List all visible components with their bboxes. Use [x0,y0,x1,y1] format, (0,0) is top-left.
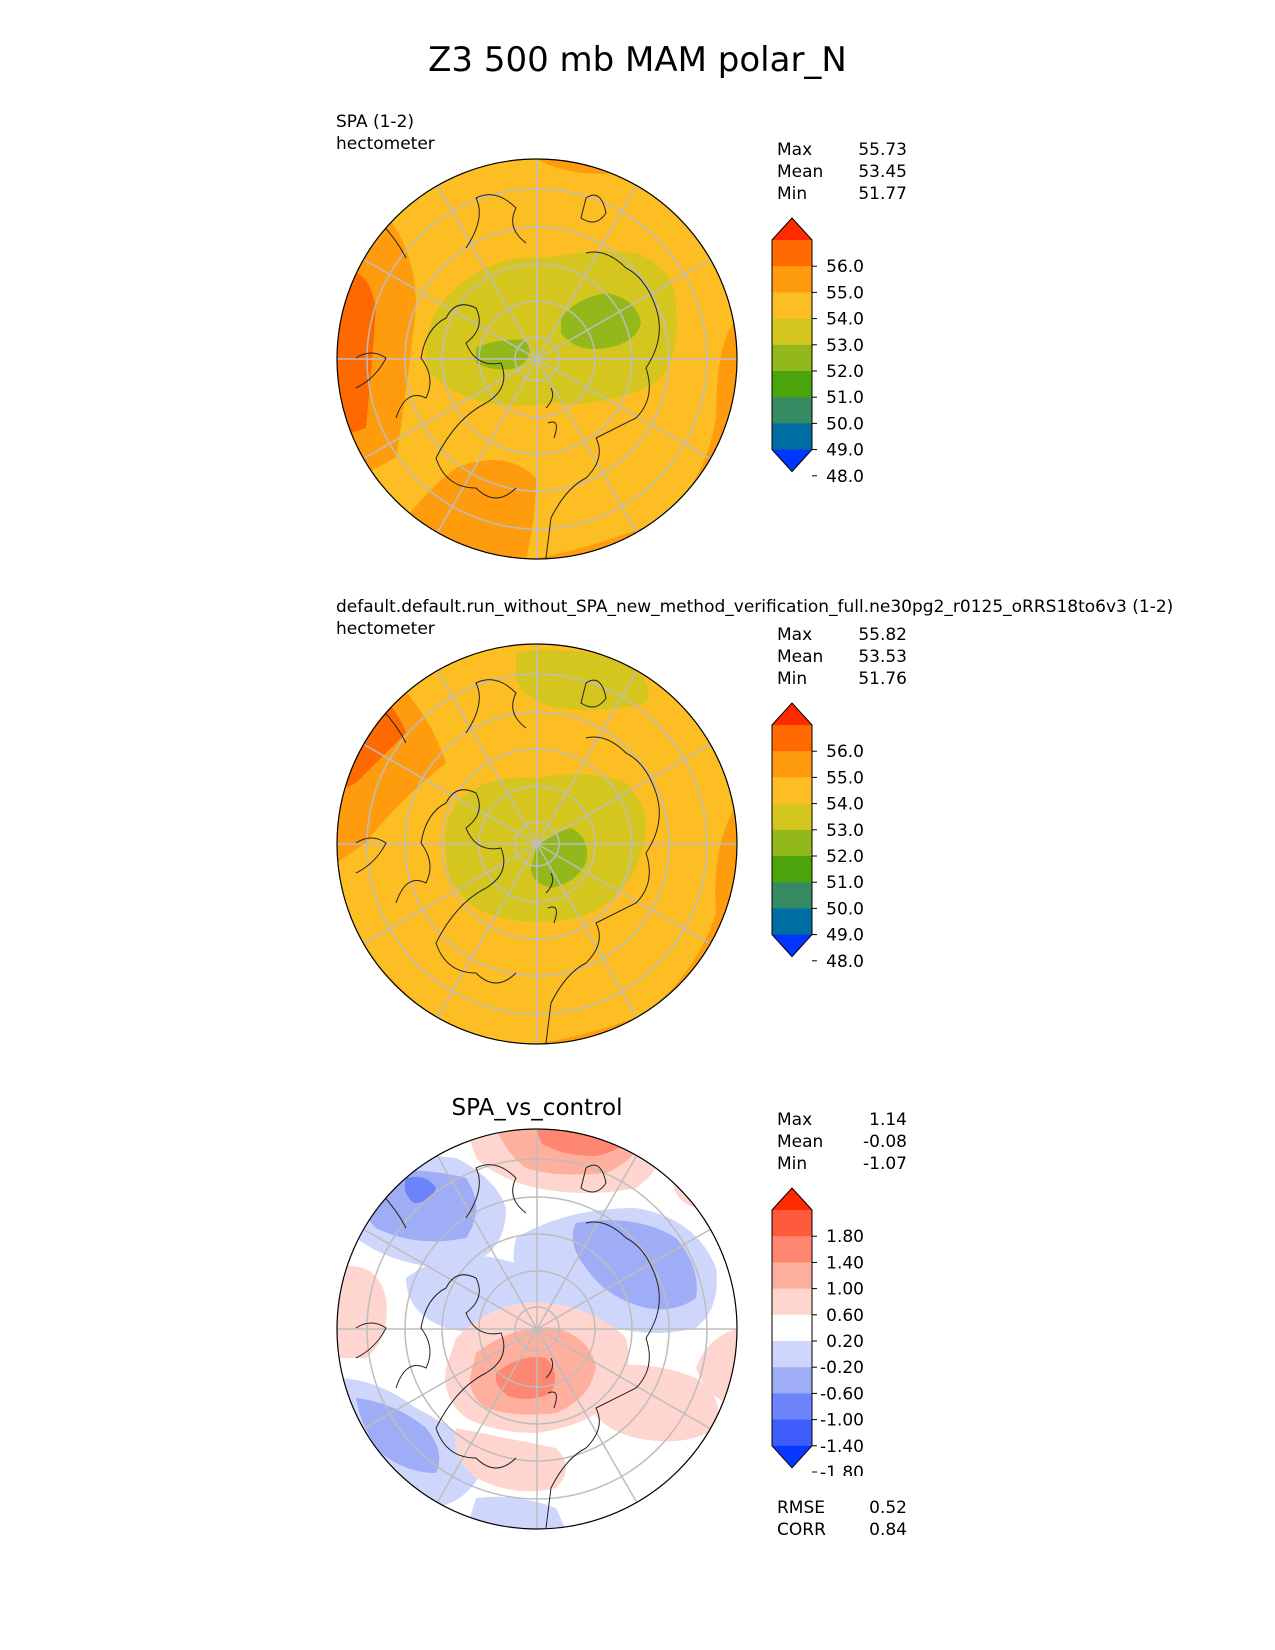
panel-3-map [336,1128,738,1530]
colorbar-tick-label: 48.0 [826,952,864,972]
colorbar-segment [772,777,812,805]
stat-row: Min 51.76 [777,669,907,689]
colorbar-segment [772,344,812,372]
stat-row: Min 51.77 [777,184,907,204]
colorbar-tick-label: 48.0 [826,467,864,487]
colorbar-segment [772,1367,812,1394]
colorbar-segment [772,1314,812,1342]
colorbar-segment [772,1288,812,1316]
colorbar-extend-min [772,1445,812,1468]
panel-1-subtitle: SPA (1-2) hectometer [336,111,435,155]
panel-2-coastlines [355,679,660,1044]
colorbar-tick-label: 49.0 [826,926,864,946]
figure-title: Z3 500 mb MAM polar_N [428,40,847,80]
colorbar-segment [772,751,812,778]
panel-1-graticule [337,159,737,559]
colorbar-tick-label: 0.60 [826,1306,864,1326]
panel-1-stats: Max 55.73 Mean 53.45 Min 51.77 [777,139,907,205]
colorbar-tick-label: 55.0 [826,768,864,788]
colorbar-tick-label: 51.0 [826,873,864,893]
colorbar-tick-label: 50.0 [826,414,864,434]
panel-3-title: SPA_vs_control [451,1095,623,1121]
panel-2-colorbar: 56.0 55.0 54.0 53.0 52.0 51.0 50.0 49.0 48.0 [771,702,864,972]
stat-row: Max 1.14 [777,1110,907,1130]
colorbar-segment [772,1210,812,1237]
colorbar-tick-label: 1.00 [826,1280,864,1300]
colorbar-extend-max [772,1188,812,1210]
colorbar-tick-label: 52.0 [826,847,864,867]
colorbar-tick-label: -0.20 [820,1358,864,1378]
colorbar-tick-label: 50.0 [826,899,864,919]
colorbar-segment [772,1419,812,1447]
colorbar-segment [772,829,812,857]
colorbar-segment [772,1236,812,1263]
colorbar-tick-label: -1.80 [820,1463,864,1476]
stat-row: Max 55.82 [777,625,907,645]
stat-row: Max 55.73 [777,140,907,160]
colorbar-tick-label: 56.0 [826,257,864,277]
colorbar-extend-max [772,703,812,725]
stat-row: Mean 53.53 [777,647,907,667]
colorbar-tick-label: 54.0 [826,795,864,815]
colorbar-segment [772,856,812,883]
stat-row: Mean -0.08 [777,1132,907,1152]
colorbar-segment [772,318,812,346]
panel-1-coastlines [355,194,660,559]
colorbar-tick-label: 56.0 [826,742,864,762]
panel-1-units: hectometer [336,134,435,154]
colorbar-segment [772,803,812,831]
panel-1-colorbar: 56.0 55.0 54.0 53.0 52.0 51.0 50.0 49.0 48.0 [771,217,864,487]
panel-2-case-name: default.default.run_without_SPA_new_meth… [336,597,1174,617]
panel-2-subtitle: default.default.run_without_SPA_new_meth… [336,596,1173,640]
panel-3-stats: Max 1.14 Mean -0.08 Min -1.07 [777,1109,907,1175]
colorbar-tick-label: 0.20 [826,1332,864,1352]
colorbar-segment [772,371,812,398]
colorbar-segment [772,1341,812,1368]
colorbar-segment [772,1393,812,1421]
colorbar-segment [772,725,812,752]
stat-row: RMSE 0.52 [777,1498,907,1518]
stat-row: Mean 53.45 [777,162,907,182]
colorbar-segment [772,1262,812,1290]
colorbar-tick-label: 54.0 [826,310,864,330]
panel-3-extra-stats: RMSE 0.52 CORR 0.84 [777,1497,907,1541]
colorbar-tick-label: 49.0 [826,441,864,461]
panel-1-map [336,158,738,560]
colorbar-tick-label: 1.40 [826,1253,864,1273]
colorbar-extend-max [772,218,812,240]
panel-1-case-name: SPA (1-2) [336,112,415,132]
colorbar-tick-label: -1.40 [820,1437,864,1457]
panel-2-stats: Max 55.82 Mean 53.53 Min 51.76 [777,624,907,690]
panel-3-colorbar: 1.80 1.40 1.00 0.60 0.20 -0.20 -0.60 -1.00 -1.40… [771,1187,864,1476]
colorbar-segment [772,292,812,320]
colorbar-tick-label: -0.60 [820,1384,864,1404]
colorbar-segment [772,397,812,424]
colorbar-tick-label: -1.00 [820,1411,864,1431]
panel-2-graticule [337,644,737,1044]
panel-2-map [336,643,738,1045]
panel-2-units: hectometer [336,619,435,639]
colorbar-segment [772,423,812,451]
colorbar-segment [772,882,812,909]
colorbar-tick-label: 1.80 [826,1227,864,1247]
colorbar-segment [772,908,812,936]
colorbar-tick-label: 53.0 [826,821,864,841]
colorbar-extend-min [772,449,812,472]
stat-row: Min -1.07 [777,1154,907,1174]
colorbar-tick-label: 52.0 [826,362,864,382]
colorbar-tick-label: 53.0 [826,336,864,356]
colorbar-segment [772,240,812,267]
colorbar-extend-min [772,934,812,957]
stat-row: CORR 0.84 [777,1520,907,1540]
colorbar-tick-label: 55.0 [826,283,864,303]
panel-3-graticule [337,1129,737,1529]
colorbar-segment [772,266,812,293]
colorbar-tick-label: 51.0 [826,388,864,408]
